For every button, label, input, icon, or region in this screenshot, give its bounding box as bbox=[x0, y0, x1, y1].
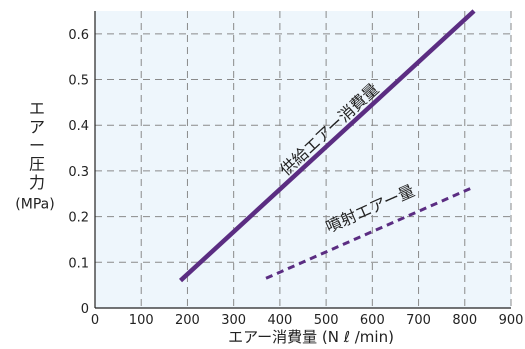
y-axis-title-part: ア bbox=[29, 118, 45, 137]
x-tick-label: 600 bbox=[360, 313, 385, 328]
x-tick-label: 400 bbox=[267, 313, 292, 328]
x-tick-label: 800 bbox=[452, 313, 477, 328]
axes bbox=[94, 11, 511, 309]
x-axis-title: エアー消費量 (N ℓ /min) bbox=[228, 328, 394, 346]
y-axis-title-part: (MPa) bbox=[15, 197, 54, 213]
y-axis-title-part: ー bbox=[29, 136, 45, 155]
x-tick-label: 700 bbox=[406, 313, 431, 328]
plot-background bbox=[95, 11, 511, 308]
x-tick-label: 200 bbox=[175, 313, 200, 328]
y-axis-title-part: 力 bbox=[29, 173, 45, 192]
y-tick-label: 0.4 bbox=[68, 119, 89, 134]
y-tick-label: 0.2 bbox=[68, 211, 89, 226]
series-line-supply bbox=[178, 9, 476, 283]
y-tick-labels: 0 0.1 0.2 0.3 0.4 0.5 0.6 bbox=[68, 28, 89, 317]
x-tick-labels: 0 100 200 300 400 500 600 700 800 900 bbox=[91, 313, 524, 328]
series-line-jet bbox=[265, 185, 475, 280]
x-tick-label: 500 bbox=[314, 313, 339, 328]
y-tick-label: 0.3 bbox=[68, 165, 89, 180]
y-tick-label: 0.5 bbox=[68, 74, 89, 89]
x-tick-label: 900 bbox=[499, 313, 524, 328]
y-tick-label: 0.6 bbox=[68, 28, 89, 43]
y-tick-label: 0.1 bbox=[68, 256, 89, 271]
series-group bbox=[178, 9, 476, 283]
x-tick-label: 0 bbox=[91, 313, 99, 328]
x-tick-label: 100 bbox=[129, 313, 154, 328]
y-tick-label: 0 bbox=[81, 302, 89, 317]
y-axis-title-part: エ bbox=[29, 99, 45, 118]
y-axis-title-part: 圧 bbox=[29, 155, 45, 174]
x-tick-label: 300 bbox=[221, 313, 246, 328]
